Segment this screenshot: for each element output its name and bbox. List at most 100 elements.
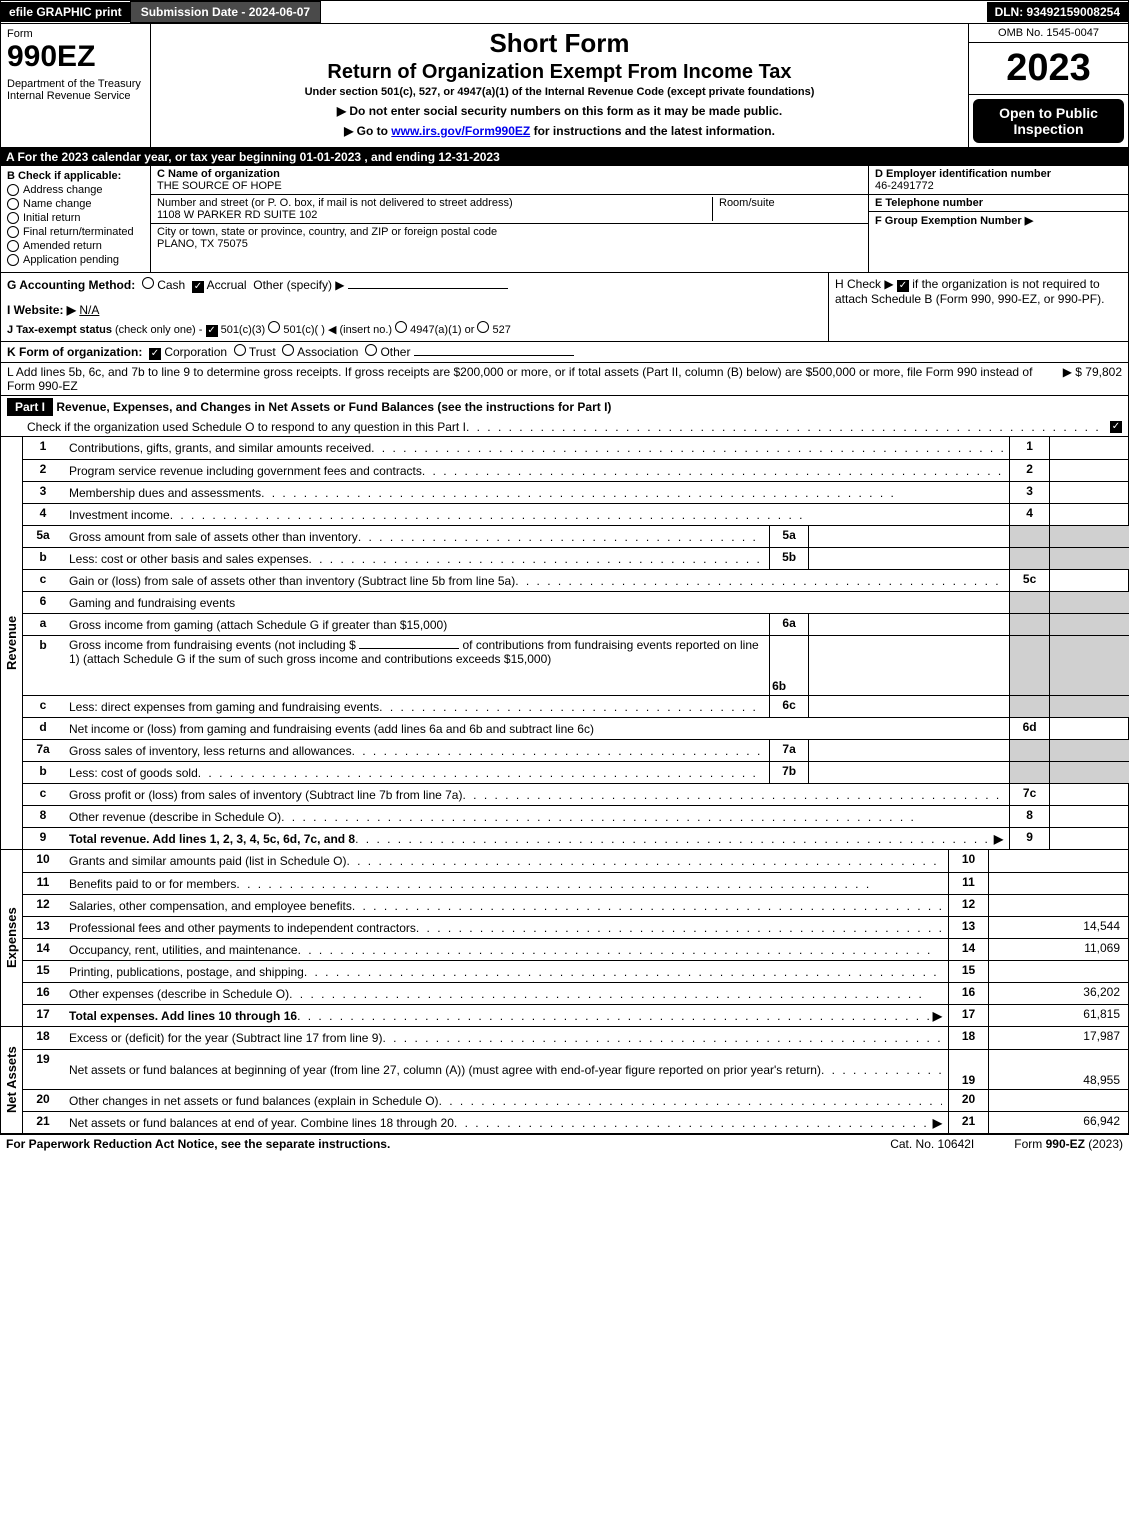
line-value — [1049, 718, 1129, 739]
line-value — [988, 850, 1128, 872]
checkbox-trust[interactable] — [234, 344, 246, 356]
form-ref-pre: Form — [1014, 1137, 1045, 1151]
efile-label[interactable]: efile GRAPHIC print — [1, 2, 130, 22]
line-rnum: 17 — [948, 1005, 988, 1026]
line-desc: Gross sales of inventory, less returns a… — [69, 744, 352, 758]
line-desc: Professional fees and other payments to … — [69, 921, 416, 935]
cash-label: Cash — [157, 278, 185, 292]
net-assets-side-label: Net Assets — [1, 1027, 23, 1133]
line-desc: Less: cost of goods sold — [69, 766, 198, 780]
other-label: Other (specify) ▶ — [253, 278, 344, 292]
line-num: 3 — [23, 482, 63, 503]
expenses-side-label: Expenses — [1, 850, 23, 1026]
d-label: D Employer identification number — [875, 168, 1122, 180]
form-ref: Form 990-EZ (2023) — [1014, 1137, 1123, 1151]
part-1-header: Part I — [7, 398, 53, 416]
section-g-i-j: G Accounting Method: Cash ✓ Accrual Othe… — [1, 273, 828, 341]
line-num: b — [23, 636, 63, 695]
line-value: 66,942 — [988, 1112, 1128, 1133]
line-desc: Salaries, other compensation, and employ… — [69, 899, 352, 913]
line-num: 15 — [23, 961, 63, 982]
line-num: c — [23, 696, 63, 717]
k-assoc: Association — [297, 345, 358, 359]
omb-number: OMB No. 1545-0047 — [969, 24, 1128, 43]
checkbox-amended-return[interactable] — [7, 240, 19, 252]
line-num: 12 — [23, 895, 63, 916]
line-rnum: 3 — [1009, 482, 1049, 503]
checkbox-schedule-o-checked[interactable]: ✓ — [1110, 421, 1122, 433]
room-suite-label: Room/suite — [712, 197, 862, 221]
checkbox-corporation-checked[interactable]: ✓ — [149, 348, 161, 360]
line-num: 19 — [23, 1050, 63, 1089]
j-opt4: 527 — [493, 324, 511, 336]
checkbox-name-change[interactable] — [7, 198, 19, 210]
line-desc: Investment income — [69, 508, 170, 522]
section-h: H Check ▶ ✓ if the organization is not r… — [828, 273, 1128, 341]
row-a-tax-year: A For the 2023 calendar year, or tax yea… — [0, 148, 1129, 166]
form-number: 990EZ — [7, 40, 144, 74]
part-1-title-row: Part I Revenue, Expenses, and Changes in… — [0, 396, 1129, 437]
other-specify-input[interactable] — [348, 288, 508, 289]
line-rnum: 6d — [1009, 718, 1049, 739]
sub-num: 5a — [769, 526, 809, 547]
checkbox-527[interactable] — [477, 321, 489, 333]
sub-value — [809, 526, 1009, 547]
f-label: F Group Exemption Number ▶ — [875, 214, 1122, 227]
checkbox-application-pending[interactable] — [7, 254, 19, 266]
sub-value — [809, 762, 1009, 783]
form-word: Form — [7, 28, 144, 40]
checkbox-accrual-checked[interactable]: ✓ — [192, 281, 204, 293]
line-rnum: 5c — [1009, 570, 1049, 591]
k-corp: Corporation — [164, 345, 227, 359]
section-b-through-f: B Check if applicable: Address change Na… — [0, 166, 1129, 273]
section-l: L Add lines 5b, 6c, and 7b to line 9 to … — [0, 363, 1129, 396]
revenue-side-label: Revenue — [1, 437, 23, 849]
sub-value — [809, 740, 1009, 761]
checkbox-501c3-checked[interactable]: ✓ — [206, 325, 218, 337]
line-rnum: 1 — [1009, 437, 1049, 459]
line-rnum: 19 — [948, 1050, 988, 1089]
form-ref-bold: 990-EZ — [1046, 1137, 1085, 1151]
sub-value — [809, 636, 1009, 695]
arrow-icon: ▶ — [933, 1009, 942, 1023]
department-label: Department of the Treasury Internal Reve… — [7, 78, 144, 102]
website-row: I Website: ▶ N/A — [7, 303, 822, 317]
form-subtitle: Return of Organization Exempt From Incom… — [161, 61, 958, 84]
checkbox-501c-other[interactable] — [268, 321, 280, 333]
line-desc: Other revenue (describe in Schedule O) — [69, 810, 281, 824]
under-section-text: Under section 501(c), 527, or 4947(a)(1)… — [161, 86, 958, 98]
line-num: c — [23, 784, 63, 805]
chk-label: Amended return — [23, 240, 102, 252]
line-num: 10 — [23, 850, 63, 872]
grey-cell — [1049, 740, 1129, 761]
line-desc: Printing, publications, postage, and shi… — [69, 965, 304, 979]
sub-value — [809, 696, 1009, 717]
checkbox-other-org[interactable] — [365, 344, 377, 356]
checkbox-final-return[interactable] — [7, 226, 19, 238]
checkbox-4947[interactable] — [395, 321, 407, 333]
line-num: 6 — [23, 592, 63, 613]
grey-cell — [1009, 526, 1049, 547]
goto-link-line: ▶ Go to www.irs.gov/Form990EZ for instru… — [161, 124, 958, 138]
irs-link[interactable]: www.irs.gov/Form990EZ — [391, 124, 530, 138]
line-desc: Program service revenue including govern… — [69, 464, 422, 478]
checkbox-initial-return[interactable] — [7, 212, 19, 224]
part-1-title: Revenue, Expenses, and Changes in Net As… — [56, 400, 611, 414]
checkbox-cash[interactable] — [142, 277, 154, 289]
line-desc: Total expenses. Add lines 10 through 16 — [69, 1009, 297, 1023]
line-num: 1 — [23, 437, 63, 459]
line-desc: Net income or (loss) from gaming and fun… — [69, 722, 594, 736]
sub-num: 7a — [769, 740, 809, 761]
other-org-input[interactable] — [414, 355, 574, 356]
accounting-method-row: G Accounting Method: Cash ✓ Accrual Othe… — [7, 277, 822, 293]
checkbox-schedule-b-checked[interactable]: ✓ — [897, 280, 909, 292]
chk-label: Name change — [23, 198, 92, 210]
line-desc: Gross amount from sale of assets other t… — [69, 530, 358, 544]
checkbox-address-change[interactable] — [7, 184, 19, 196]
line-rnum: 8 — [1009, 806, 1049, 827]
fundraising-amount-input[interactable] — [359, 648, 459, 649]
paperwork-notice: For Paperwork Reduction Act Notice, see … — [6, 1137, 390, 1151]
line-value — [988, 961, 1128, 982]
line-rnum: 18 — [948, 1027, 988, 1049]
checkbox-association[interactable] — [282, 344, 294, 356]
